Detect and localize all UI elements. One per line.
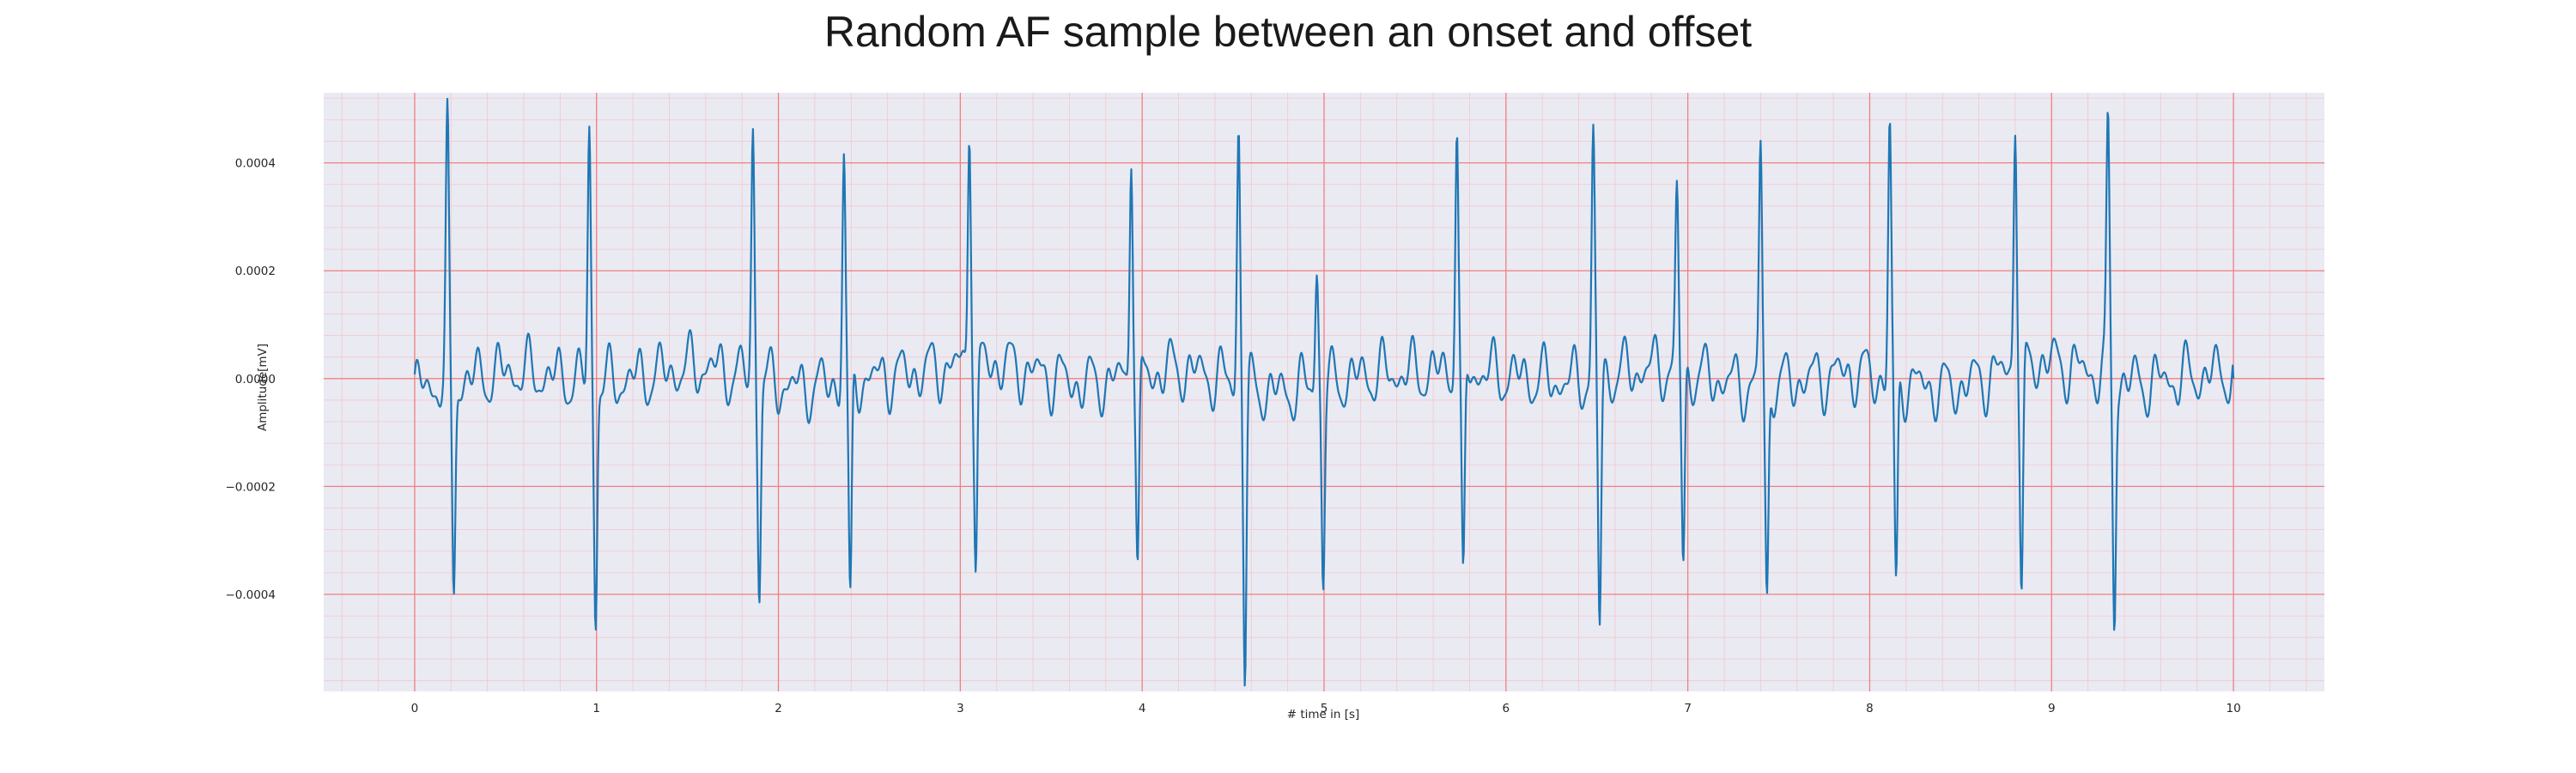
y-tick-label: −0.0002 [225,480,276,494]
x-tick-label: 7 [1684,702,1692,715]
x-tick-label: 10 [2226,702,2240,715]
x-tick-label: 1 [592,702,600,715]
ecg-signal-line [413,97,2235,687]
x-tick-label: 8 [1866,702,1874,715]
x-tick-label: 3 [957,702,964,715]
y-tick-label: −0.0004 [225,588,276,602]
x-tick-label: 6 [1503,702,1510,715]
y-tick-label: 0.0004 [235,157,276,171]
y-tick-label: 0.0000 [235,373,276,386]
chart-title: Random AF sample between an onset and of… [824,8,1752,56]
major-grid [324,93,2324,691]
x-tick-label: 9 [2048,702,2056,715]
y-tick-label: 0.0002 [235,265,276,278]
x-tick-label: 5 [1321,702,1328,715]
x-axis-ticks: 0 1 2 3 4 5 6 7 8 9 10 [411,702,2241,715]
x-tick-label: 4 [1139,702,1146,715]
x-tick-label: 2 [775,702,782,715]
y-axis-ticks: −0.0004 −0.0002 0.0000 0.0002 0.0004 [225,157,276,602]
y-axis-label: Amplitude[mV] [256,344,270,431]
x-axis-label: # time in [s] [1287,708,1360,721]
x-tick-label: 0 [411,702,419,715]
